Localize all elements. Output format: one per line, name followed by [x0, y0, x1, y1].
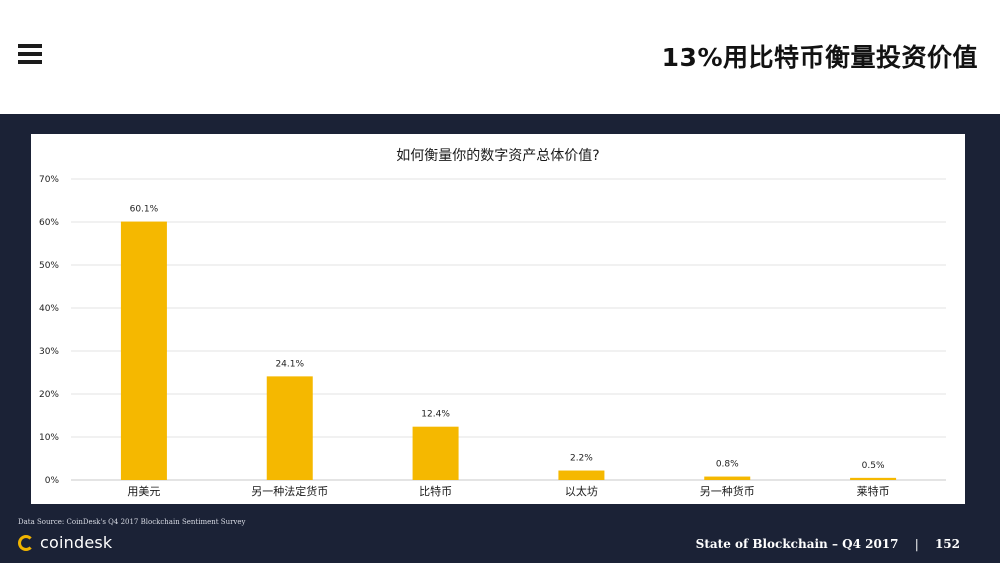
top-bar: 13%用比特币衡量投资价值: [0, 0, 1000, 114]
bar: [266, 376, 313, 480]
data-label: 12.4%: [421, 410, 450, 420]
y-tick-label: 0%: [45, 476, 60, 486]
y-tick-label: 70%: [39, 175, 59, 185]
y-tick-label: 60%: [39, 218, 59, 228]
data-label: 2.2%: [570, 454, 593, 464]
data-source-note: Data Source: CoinDesk's Q4 2017 Blockcha…: [18, 518, 246, 526]
logo-text: coindesk: [40, 533, 113, 552]
footer: State of Blockchain – Q4 2017 | 152: [696, 537, 960, 551]
bar-chart: 如何衡量你的数字资产总体价值? 0% 10% 20% 30% 40% 50% 60% 70% 6…: [39, 148, 946, 498]
report-title: State of Blockchain – Q4 2017: [695, 537, 899, 551]
x-tick-label: 另一种法定货币: [251, 484, 328, 498]
data-label: 60.1%: [130, 205, 159, 215]
bar: [850, 477, 897, 480]
x-tick-label: 比特币: [419, 484, 452, 498]
chart-title: 如何衡量你的数字资产总体价值?: [396, 148, 599, 164]
x-tick-label: 另一种货币: [700, 484, 755, 498]
page-title: 13%用比特币衡量投资价值: [661, 43, 978, 72]
y-tick-label: 30%: [39, 347, 59, 357]
data-label: 0.8%: [716, 460, 739, 470]
bar: [558, 470, 605, 480]
y-tick-label: 40%: [39, 304, 59, 314]
coindesk-logo-icon: [18, 535, 34, 551]
y-tick-label: 10%: [39, 433, 59, 443]
page-number: 152: [934, 537, 960, 551]
y-tick-label: 20%: [39, 390, 59, 400]
y-tick-label: 50%: [39, 261, 59, 271]
data-label: 0.5%: [862, 461, 885, 471]
chart-panel: 如何衡量你的数字资产总体价值? 0% 10% 20% 30% 40% 50% 60% 70% 6…: [31, 134, 965, 504]
coindesk-logo: coindesk: [18, 532, 128, 554]
x-tick-label: 莱特币: [857, 484, 890, 498]
bar: [120, 221, 167, 480]
x-tick-label: 用美元: [127, 485, 160, 498]
hamburger-menu-icon[interactable]: [18, 44, 42, 64]
footer-separator: |: [914, 537, 919, 551]
data-label: 24.1%: [275, 359, 304, 369]
bar: [704, 476, 751, 480]
bar: [412, 426, 459, 480]
x-tick-label: 以太坊: [565, 484, 598, 498]
